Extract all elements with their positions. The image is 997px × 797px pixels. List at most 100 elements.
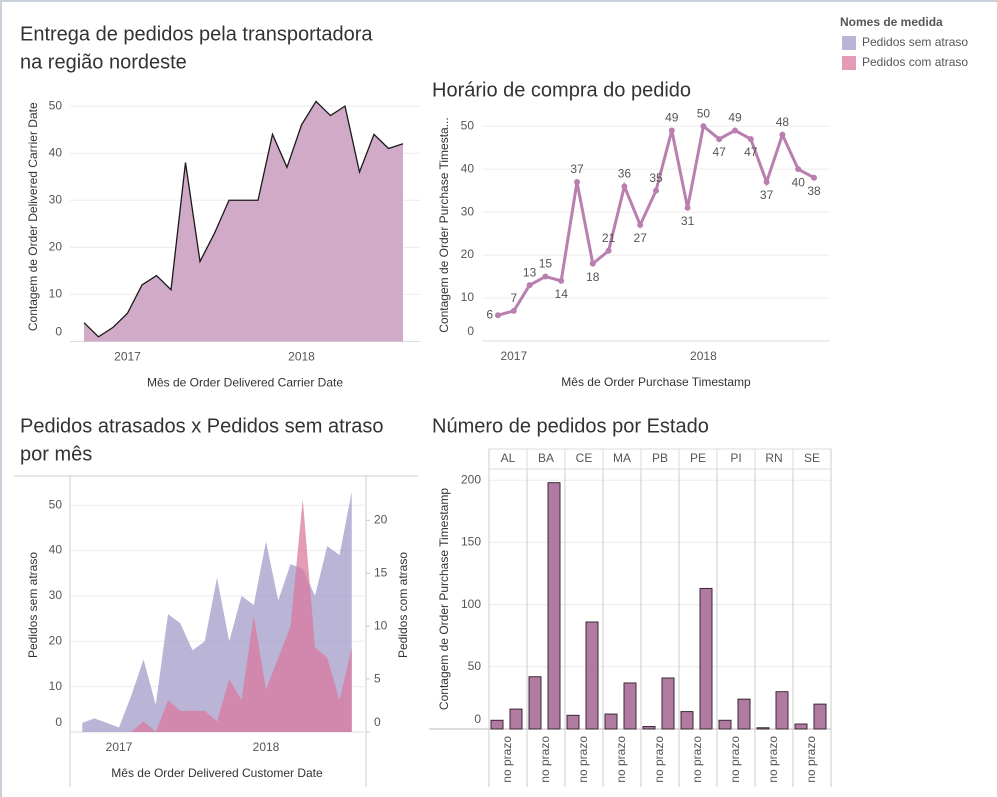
y-tick-label: 30 bbox=[461, 204, 475, 218]
y-axis-title: Contagem de Order Delivered Carrier Date bbox=[26, 102, 40, 331]
data-label: 6 bbox=[486, 307, 493, 321]
bar bbox=[604, 713, 618, 730]
point bbox=[668, 127, 675, 134]
facet-label: CE bbox=[576, 451, 593, 465]
point bbox=[605, 247, 612, 254]
y2-tick-label: 20 bbox=[374, 513, 388, 527]
bar bbox=[680, 711, 694, 730]
x-axis-title: Mês de Order Delivered Customer Date bbox=[111, 766, 323, 780]
bar bbox=[490, 719, 504, 730]
bar bbox=[623, 682, 637, 730]
point bbox=[779, 131, 786, 138]
point bbox=[811, 174, 817, 181]
x-tick-label: no prazo bbox=[538, 736, 552, 783]
facet-label: MA bbox=[613, 451, 631, 465]
facet-label: PE bbox=[690, 451, 706, 465]
y-tick-label: 40 bbox=[49, 543, 63, 557]
data-label: 37 bbox=[570, 162, 584, 176]
y-tick-label: 30 bbox=[49, 588, 63, 602]
y-axis-title: Contagem de Order Purchase Timesta... bbox=[437, 117, 451, 332]
x-tick-label: no prazo bbox=[728, 736, 742, 783]
area-line bbox=[83, 100, 404, 338]
point bbox=[637, 222, 644, 228]
chart-title: na região nordeste bbox=[20, 51, 187, 73]
data-label: 13 bbox=[523, 265, 537, 279]
data-label: 14 bbox=[555, 287, 569, 301]
data-label: 31 bbox=[681, 214, 695, 228]
y-tick-label: 0 bbox=[467, 324, 474, 338]
y2-tick-label: 10 bbox=[374, 618, 388, 632]
data-label: 15 bbox=[539, 257, 553, 271]
y-tick-label: 0 bbox=[55, 325, 62, 339]
y-tick-label: 50 bbox=[461, 118, 475, 132]
y-tick-label: 200 bbox=[461, 472, 481, 486]
bar bbox=[794, 723, 808, 730]
x-tick-label: 2018 bbox=[253, 740, 280, 754]
data-label: 47 bbox=[744, 145, 758, 159]
y-tick-label: 10 bbox=[49, 679, 63, 693]
x-tick-label: no prazo bbox=[690, 736, 704, 783]
facet-label: RN bbox=[765, 451, 782, 465]
point bbox=[700, 123, 707, 130]
y-tick-label: 10 bbox=[461, 290, 475, 304]
y-tick-label: 40 bbox=[49, 145, 63, 159]
legend-swatch bbox=[842, 56, 856, 70]
chart-title: Número de pedidos por Estado bbox=[432, 415, 709, 437]
y2-axis-title: Pedidos com atraso bbox=[396, 552, 410, 658]
x-tick-label: no prazo bbox=[652, 736, 666, 783]
y2-tick-label: 15 bbox=[374, 565, 388, 579]
data-label: 35 bbox=[649, 171, 663, 185]
x-tick-label: 2017 bbox=[106, 740, 133, 754]
x-tick-label: no prazo bbox=[614, 736, 628, 783]
facet-label: AL bbox=[501, 451, 516, 465]
point bbox=[542, 273, 549, 280]
x-axis-title: Mês de Order Purchase Timestamp bbox=[561, 375, 751, 389]
y-tick-label: 20 bbox=[461, 247, 475, 261]
point bbox=[558, 277, 565, 284]
data-label: 38 bbox=[807, 184, 821, 198]
chart-title: Pedidos atrasados x Pedidos sem atraso bbox=[20, 415, 384, 437]
facet-label: PI bbox=[730, 451, 741, 465]
y-axis-title: Contagem de Order Purchase Timestamp bbox=[437, 488, 451, 710]
data-label: 36 bbox=[618, 167, 632, 181]
point bbox=[510, 307, 517, 314]
line bbox=[497, 123, 815, 317]
data-label: 37 bbox=[760, 188, 774, 202]
x-tick-label: no prazo bbox=[500, 736, 514, 783]
legend-label: Pedidos sem atraso bbox=[862, 35, 968, 49]
y-tick-label: 0 bbox=[55, 715, 62, 729]
chart-title: por mês bbox=[20, 443, 92, 465]
chart-title: Horário de compra do pedido bbox=[432, 79, 691, 101]
y-tick-label: 50 bbox=[49, 98, 63, 112]
y-axis-title: Pedidos sem atraso bbox=[26, 552, 40, 658]
bar bbox=[509, 708, 523, 730]
x-tick-label: 2018 bbox=[690, 349, 717, 363]
y-tick-label: 30 bbox=[49, 192, 63, 206]
point bbox=[732, 127, 738, 134]
point bbox=[621, 183, 628, 190]
x-tick-label: 2017 bbox=[500, 349, 527, 363]
y-tick-label: 0 bbox=[474, 712, 481, 726]
bar bbox=[756, 727, 770, 730]
point bbox=[653, 187, 659, 194]
point bbox=[589, 260, 596, 267]
bar bbox=[528, 676, 542, 730]
y-tick-label: 50 bbox=[468, 659, 482, 673]
y-tick-label: 20 bbox=[49, 240, 63, 254]
facet-label: BA bbox=[538, 451, 554, 465]
legend-title: Nomes de medida bbox=[840, 15, 943, 29]
point bbox=[684, 204, 691, 211]
x-tick-label: 2018 bbox=[288, 350, 315, 364]
x-tick-label: no prazo bbox=[804, 736, 818, 783]
area bbox=[84, 101, 403, 342]
data-label: 49 bbox=[728, 111, 742, 125]
data-label: 49 bbox=[665, 111, 679, 125]
facet-label: PB bbox=[652, 451, 668, 465]
data-label: 7 bbox=[510, 291, 517, 305]
data-label: 48 bbox=[776, 115, 790, 129]
point bbox=[495, 312, 501, 319]
x-tick-label: no prazo bbox=[576, 736, 590, 783]
data-label: 18 bbox=[586, 270, 600, 284]
bar bbox=[737, 698, 751, 730]
